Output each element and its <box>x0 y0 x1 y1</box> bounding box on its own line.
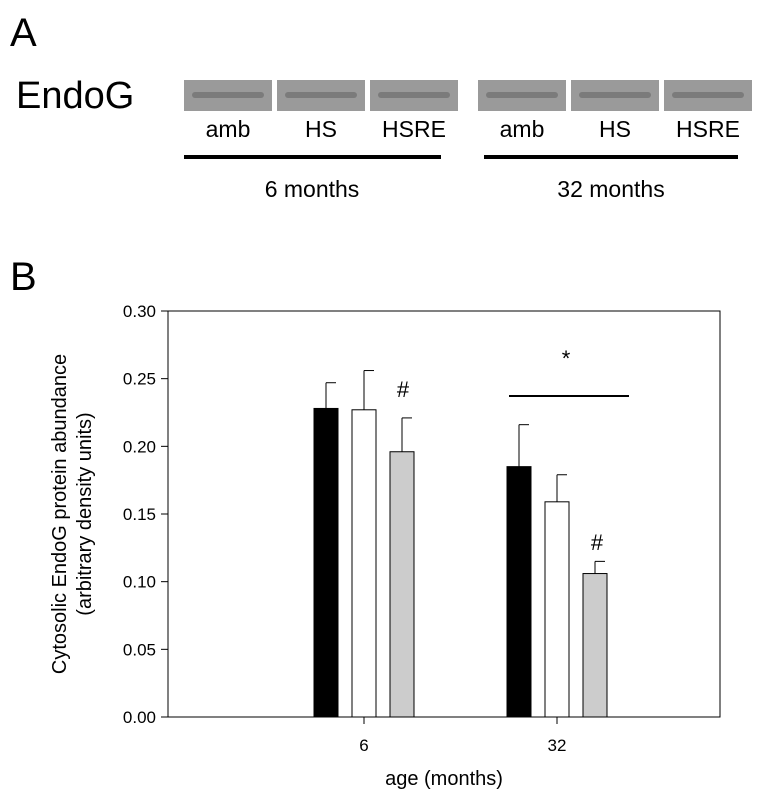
annotation: * <box>562 346 571 371</box>
blot-band <box>579 92 651 98</box>
blot-band <box>486 92 558 98</box>
annotation: # <box>397 377 410 402</box>
bar <box>313 407 339 718</box>
bar <box>544 501 570 718</box>
bar <box>506 466 532 718</box>
x-tick-label: 32 <box>548 736 567 755</box>
protein-label: EndoG <box>16 75 134 117</box>
lane-label: HS <box>305 116 337 142</box>
x-axis-title: age (months) <box>385 768 503 790</box>
blot-band <box>378 92 450 98</box>
panel-label: B <box>10 255 37 299</box>
y-tick-label: 0.05 <box>123 640 156 659</box>
lane-label: amb <box>500 116 545 142</box>
bar <box>582 573 608 718</box>
annotation: # <box>591 530 604 555</box>
y-tick-label: 0.00 <box>123 708 156 727</box>
blot-band <box>192 92 264 98</box>
y-tick-label: 0.10 <box>123 573 156 592</box>
lane-label: amb <box>206 116 251 142</box>
y-tick-label: 0.25 <box>123 370 156 389</box>
bar <box>351 409 377 718</box>
group-label: 32 months <box>557 176 664 202</box>
lane-label: HS <box>599 116 631 142</box>
lane-label: HSRE <box>382 116 446 142</box>
blot-band <box>285 92 357 98</box>
y-axis-title: (arbitrary density units) <box>74 412 96 615</box>
blot-band <box>672 92 744 98</box>
group-label: 6 months <box>265 176 360 202</box>
x-tick-label: 6 <box>359 736 368 755</box>
y-tick-label: 0.30 <box>123 302 156 321</box>
y-axis-title: Cytosolic EndoG protein abundance <box>49 354 71 674</box>
panel-label: A <box>10 11 37 55</box>
y-tick-label: 0.20 <box>123 437 156 456</box>
y-tick-label: 0.15 <box>123 505 156 524</box>
bar <box>389 451 415 718</box>
lane-label: HSRE <box>676 116 740 142</box>
